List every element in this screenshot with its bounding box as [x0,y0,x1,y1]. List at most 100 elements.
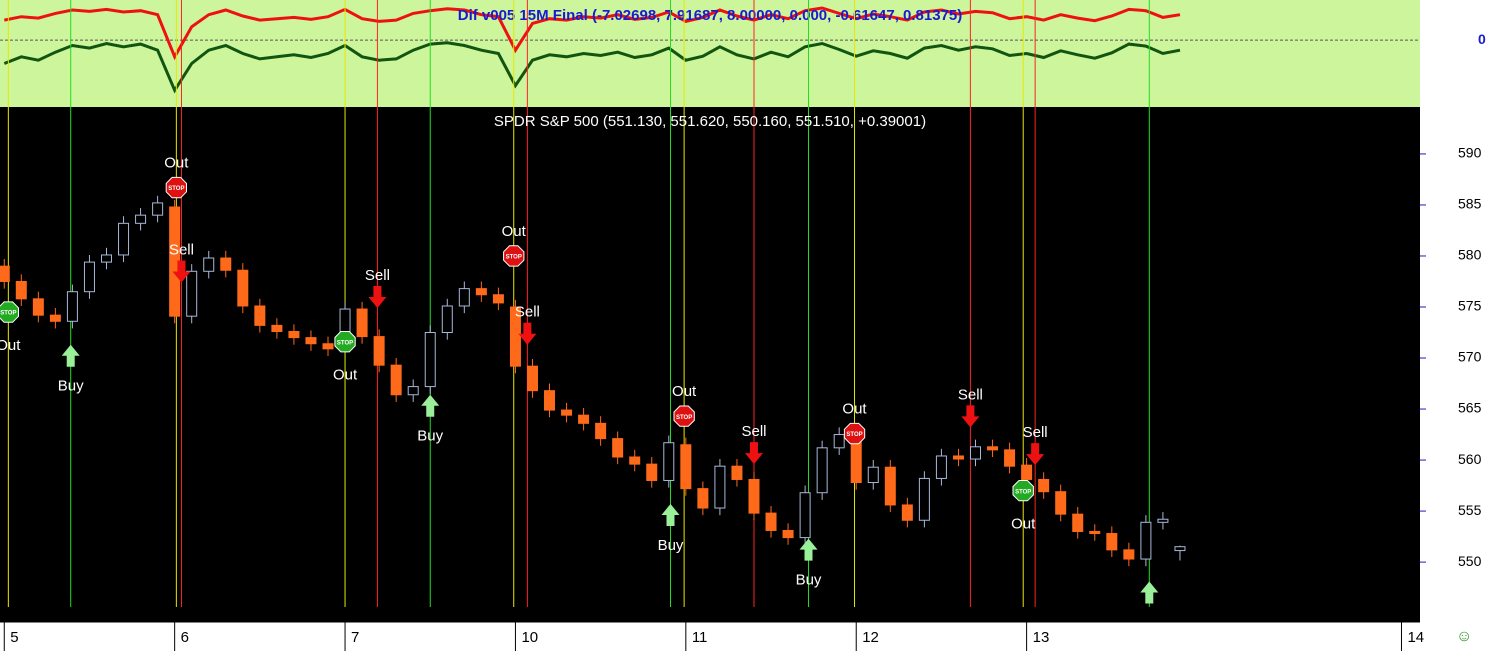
stop-sign [165,176,187,199]
signal-label: Out [333,367,358,384]
candle-body [49,314,61,322]
candle-body [697,488,709,509]
signal-label: Sell [515,304,540,321]
buy-arrow [661,503,680,526]
signal-label: Out [0,337,21,354]
candle-body [987,446,999,451]
candle-body [424,332,436,388]
buy-arrow [1140,581,1159,604]
signal-strip [0,607,1420,622]
signal-label: Buy [658,537,684,554]
axes-layer: 0 550 555 560 565 570 575 580 585 590 5 6 7 10 11 12 13 1… [3,31,1486,651]
candle-body [66,291,78,322]
candle-body [1004,449,1016,467]
candle-body [15,280,27,300]
stop-sign-text: STOP [337,340,353,346]
indicator-line [4,6,1181,61]
candle-body [782,529,794,539]
candle-body [952,455,964,460]
candle-body [305,337,317,345]
candle-body [629,456,641,465]
candle-body [0,265,10,282]
candle-body [373,336,385,366]
x-tick-label: 5 [10,629,18,646]
candle-body [458,288,470,307]
stop-sign [503,245,525,267]
candle-body [1140,521,1152,560]
candle-body [1089,530,1101,535]
buy-arrow [799,538,818,561]
sell-arrow [1026,443,1045,466]
stop-sign-text: STOP [506,255,522,261]
candle-body [663,442,675,481]
x-tick-label: 14 [1407,629,1424,646]
y-tick-label: 590 [1458,145,1482,161]
y-tick-label: 550 [1458,553,1482,569]
candle-body [475,288,487,296]
stop-sign [673,405,695,427]
signal-label: Sell [365,267,390,284]
candle-body [544,390,556,411]
buy-arrow [421,394,440,417]
candle-body [152,202,164,216]
candle-body [935,455,947,479]
candle-body [612,438,624,458]
smiley-icon: ☺ [1456,628,1472,645]
y-tick-label: 585 [1458,196,1482,212]
candle-body [714,465,726,509]
signal-label: Buy [417,428,443,445]
y-tick-label: 565 [1458,400,1482,416]
indicator-layer: Dif v005 15M Final (-7.02698, 7.91687, 8… [0,0,1420,107]
candle-body [1055,491,1067,515]
candle-body [731,465,743,480]
candle-body [356,308,368,338]
candle-body [816,447,828,494]
candle-body [1157,518,1169,523]
y-tick-label: 575 [1458,298,1482,314]
signal-label: Out [1011,516,1036,533]
candle-body [578,414,590,424]
signal-label: Out [164,155,189,172]
stop-sign [1012,480,1034,502]
stop-sign-text: STOP [1015,489,1031,495]
candle-body [390,364,402,396]
signal-label: Out [842,400,867,417]
buy-arrow [61,344,80,367]
candle-body [595,422,607,440]
candle-body [118,222,130,256]
candle-body [918,477,930,521]
candle-body [884,466,896,506]
price-layer: STOP Out Buy STOP Out Sell STOP Out Sell Buy STOP O… [0,107,1186,607]
stop-sign [0,301,19,323]
candle-body [901,504,913,521]
candle-body [288,330,300,339]
x-tick-label: 6 [181,629,189,646]
candle-body [492,294,504,304]
candle-body [1072,513,1084,532]
candle-body [680,444,692,490]
x-tick-label: 11 [692,629,708,646]
signal-label: Buy [796,572,822,589]
candle-body [833,434,845,449]
candle-body [237,269,249,307]
candle-body [526,365,538,392]
candle-body [1038,478,1050,493]
signal-label: Sell [1023,424,1048,441]
sell-arrow [172,260,191,283]
candle-body [83,261,95,293]
candle-body [765,512,777,531]
candle-body [1021,464,1033,480]
candle-body [1106,533,1118,551]
candle-body [1123,549,1135,560]
candle-body [407,386,419,396]
x-tick-label: 12 [862,629,879,646]
signal-label: Sell [741,423,766,440]
candle-body [186,270,198,317]
indicator-line [3,41,1181,94]
signal-label: Buy [58,378,84,395]
candle-body [509,306,521,367]
sell-arrow [368,286,387,309]
y-tick-label: 555 [1458,502,1482,518]
candle-body [748,478,760,514]
